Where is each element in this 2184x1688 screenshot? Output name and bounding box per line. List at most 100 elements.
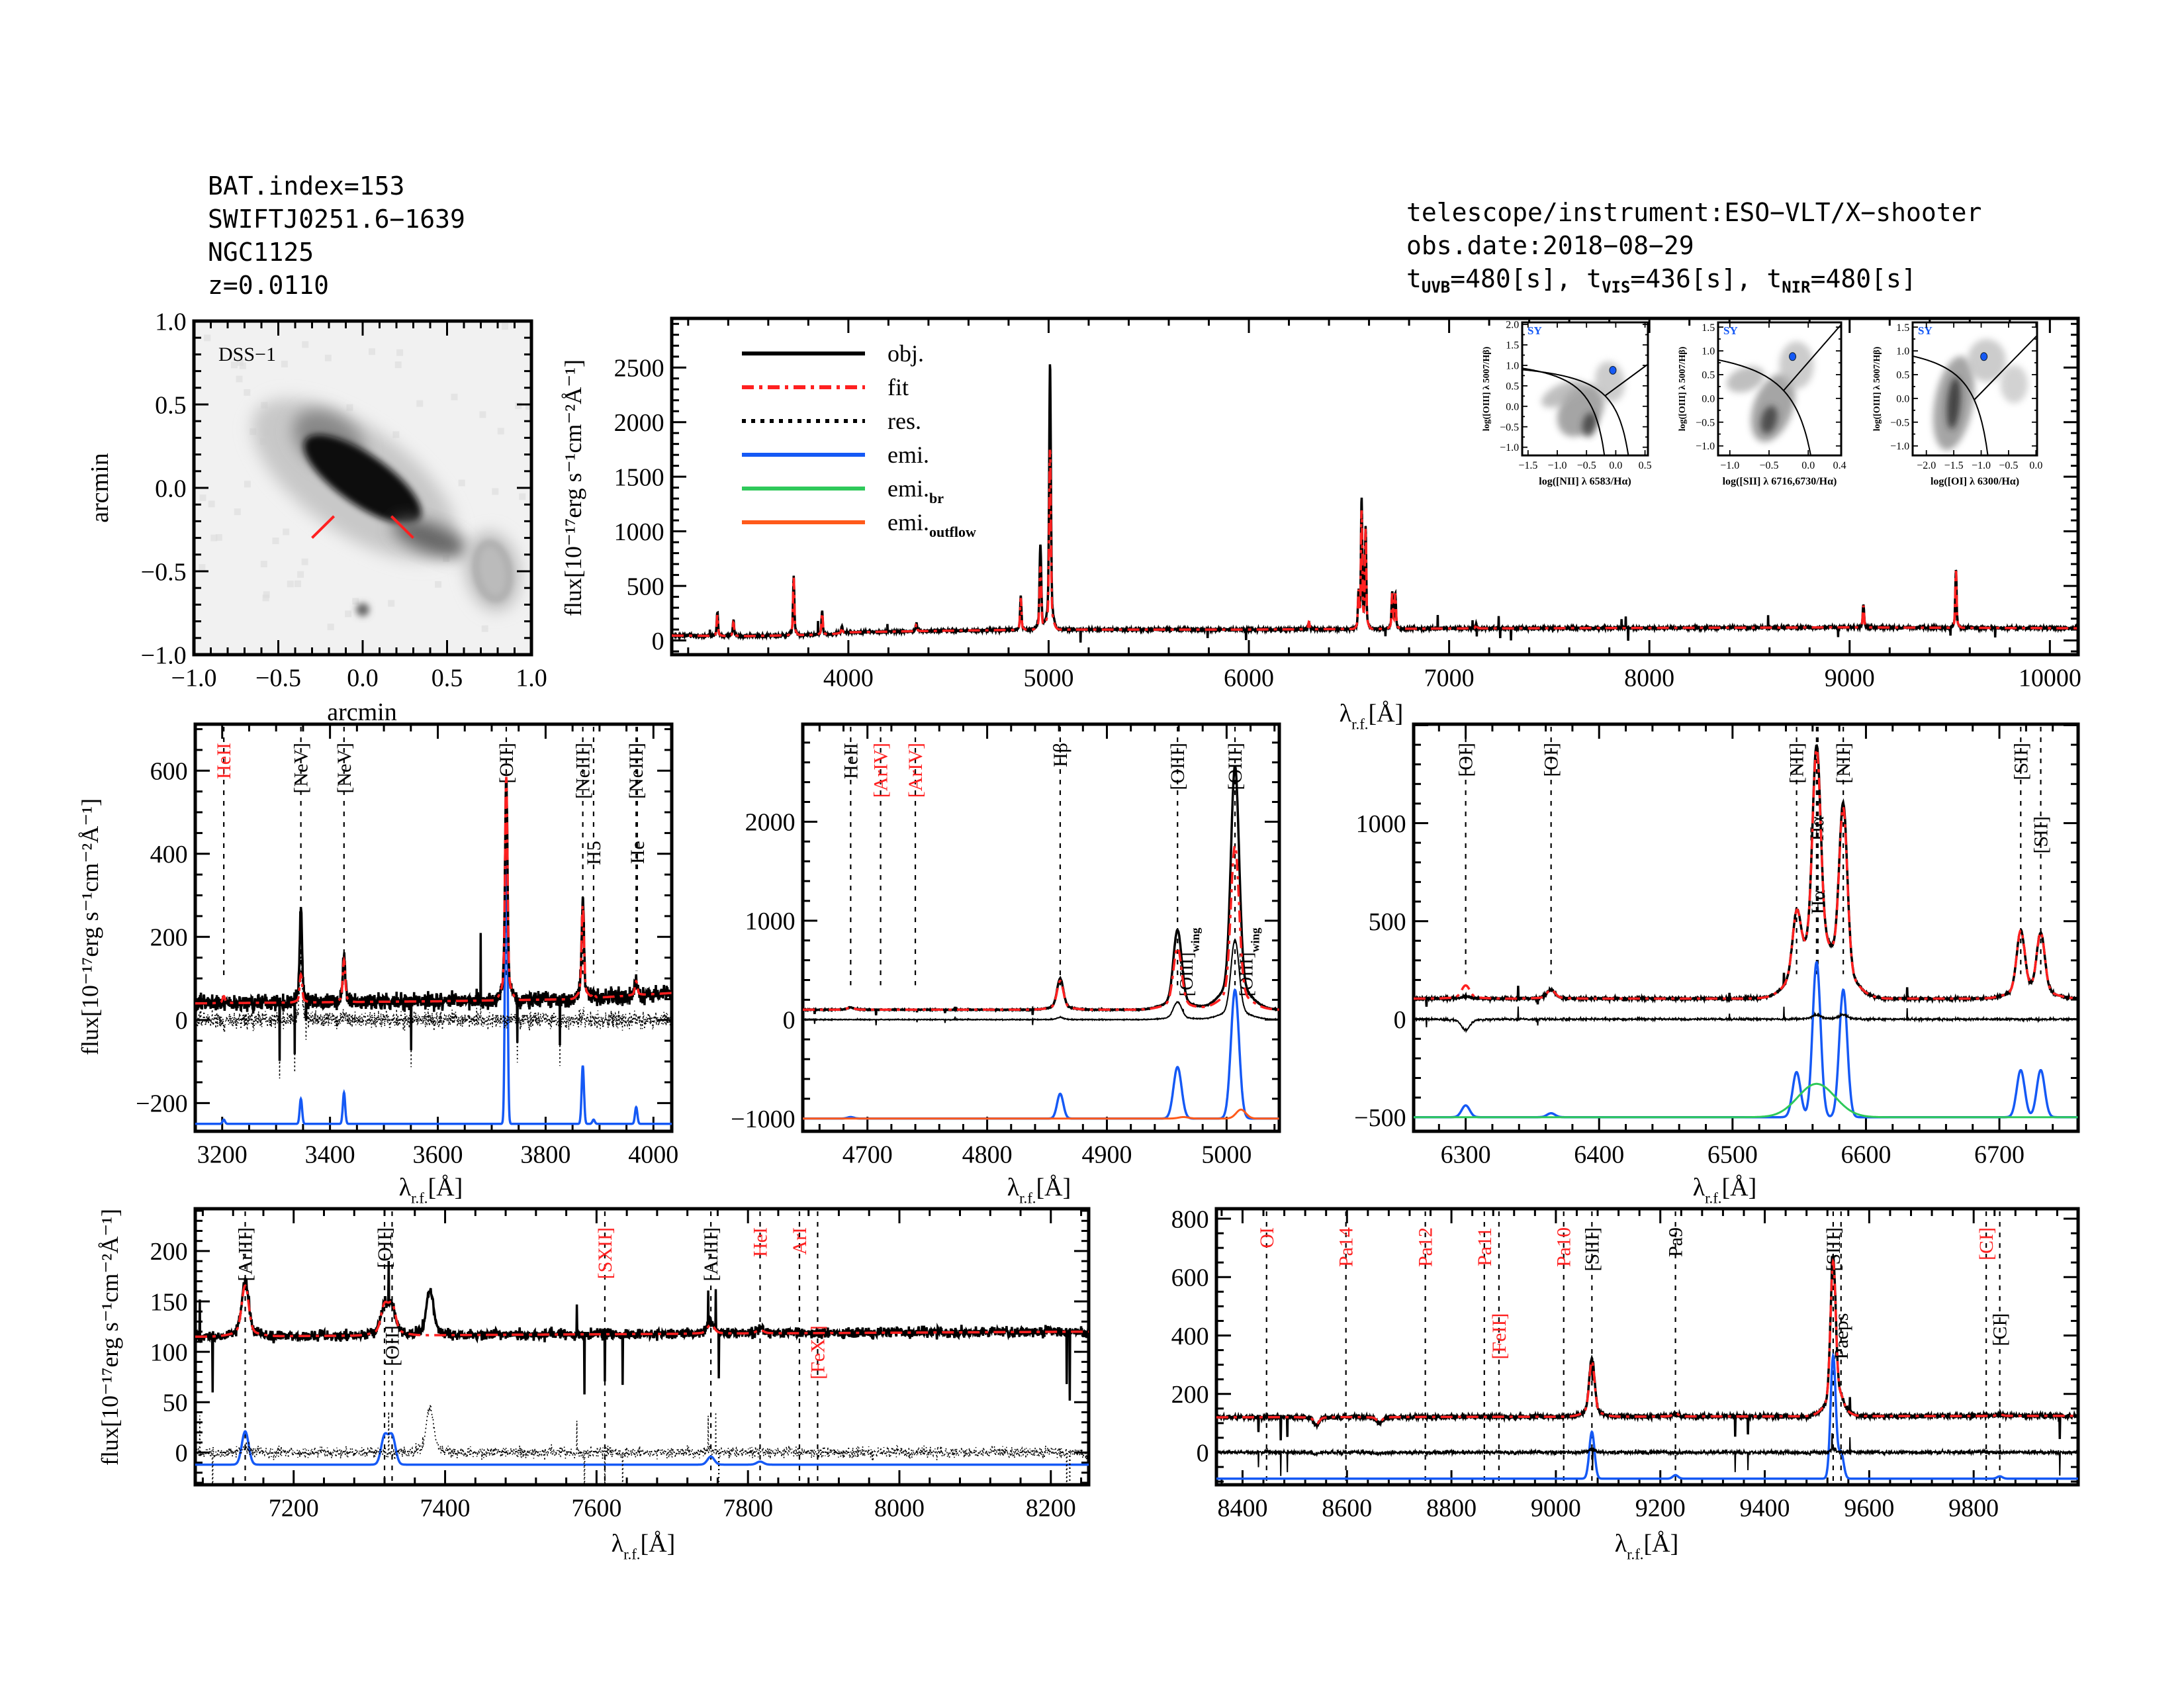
residual-line xyxy=(195,1404,1089,1485)
x-tick-label: 8400 xyxy=(1217,1495,1267,1523)
density-contour xyxy=(1582,412,1597,437)
line-label: [OIII] xyxy=(1167,743,1189,790)
legend-label-subscript: outflow xyxy=(929,524,976,540)
sky-noise-pixel xyxy=(479,411,486,418)
x-tick-label: 8800 xyxy=(1426,1495,1477,1523)
y-tick-label: 200 xyxy=(150,1238,188,1266)
y-tick-label: 1.5 xyxy=(1896,322,1909,334)
red-x-axis-label: λr.f.[Å] xyxy=(612,1530,676,1562)
bpt-y-label: log([OIII] λ 5007/Hβ) xyxy=(1678,346,1688,431)
angstrom-unit: [Å] xyxy=(641,1530,676,1558)
bpt-y-label: log([OIII] λ 5007/Hβ) xyxy=(1482,346,1492,431)
legend-entry-res: res. xyxy=(742,408,921,434)
line-label: [OII] xyxy=(496,743,518,784)
sky-noise-pixel xyxy=(208,500,215,508)
y-tick-label: 600 xyxy=(150,758,188,786)
x-tick-label: 0.0 xyxy=(347,665,379,692)
bpt-data xyxy=(1522,361,1648,455)
sky-noise-pixel xyxy=(210,534,218,541)
sky-noise-pixel xyxy=(236,359,244,366)
plot-frame xyxy=(1412,722,2080,1133)
y-tick-label: 400 xyxy=(1171,1323,1209,1350)
slit-marker xyxy=(390,515,414,539)
emission-model-line xyxy=(195,1430,1089,1466)
y-tick-label: 2500 xyxy=(614,355,664,383)
x-tick-label: 7800 xyxy=(723,1495,773,1523)
y-tick-label: 0.5 xyxy=(155,391,187,419)
line-label: Hα xyxy=(1806,816,1828,841)
nir-x-axis-label: λr.f.[Å] xyxy=(1615,1530,1679,1562)
x-tick-label: 6600 xyxy=(1841,1141,1891,1169)
plot-frame xyxy=(670,316,2080,657)
line-label: HeII xyxy=(213,743,235,779)
line-label: [CI] xyxy=(1976,1227,1997,1260)
fit-spectrum-line xyxy=(803,844,1279,1011)
line-marker: [ArIII] xyxy=(700,1211,722,1485)
uv-x-axis-label: λr.f.[Å] xyxy=(399,1174,463,1206)
legend-label-text: emi. xyxy=(887,509,929,536)
y-tick-label: −0.5 xyxy=(1500,422,1519,433)
x-tick-label: −1.0 xyxy=(171,665,217,692)
bpt-data xyxy=(1718,324,1841,455)
sky-noise-pixel xyxy=(451,393,458,400)
y-tick-label: −1000 xyxy=(731,1105,795,1133)
line-label: [SII] xyxy=(2010,743,2032,780)
source-point xyxy=(1980,352,1988,361)
x-tick-label: 9400 xyxy=(1740,1495,1790,1523)
dss-y-axis-label: arcmin xyxy=(86,453,114,523)
line-label: ArI xyxy=(789,1227,811,1255)
main-x-axis-label: λr.f.[Å] xyxy=(1340,700,1404,732)
sky-noise-pixel xyxy=(458,479,465,487)
spectrum-panel-hbeta: 4700 4800 4900 5000 −1000 0 1000 2000 HeII [ArIV]… xyxy=(731,722,1281,1169)
legend-entry-emi-br: emi.br xyxy=(742,475,944,506)
x-tick-label: 0.4 xyxy=(1833,460,1846,471)
emission-model-line xyxy=(195,800,672,1125)
x-tick-label: 3200 xyxy=(197,1141,248,1169)
x-tick-label: 4000 xyxy=(823,665,874,692)
x-tick-label: 8600 xyxy=(1322,1495,1372,1523)
y-tick-label: −1.0 xyxy=(1696,441,1715,452)
density-contour xyxy=(1946,377,1961,430)
line-label: Pa14 xyxy=(1336,1227,1357,1267)
x-tick-label: 3400 xyxy=(305,1141,355,1169)
x-tick-label: −0.5 xyxy=(1577,460,1596,471)
lambda-symbol: λ xyxy=(399,1174,412,1201)
plot-frame xyxy=(1911,321,2038,457)
tick-marks xyxy=(193,320,533,656)
angstrom-unit: [Å] xyxy=(1644,1530,1679,1558)
x-tick-label: 8200 xyxy=(1026,1495,1076,1523)
plot-frame xyxy=(801,722,1281,1133)
tick-marks xyxy=(195,1209,1089,1485)
classification-label: SY xyxy=(1723,324,1738,337)
spectrum-panel-uv: 3200 3400 3600 3800 4000 −200 0 200 400 600 HeII [N… xyxy=(136,722,678,1169)
line-label: [CI] xyxy=(1989,1313,2011,1346)
line-marker: HeI xyxy=(749,1211,771,1485)
line-marker: Pa12 xyxy=(1415,1211,1437,1485)
line-label: [NeV] xyxy=(334,743,355,794)
obs-date: obs.date:2018−08−29 xyxy=(1406,231,1694,260)
spectrum-data: OI Pa14 Pa12 Pa11[FeII]Pa10 [SIII] Pa9 [SIII]P… xyxy=(1216,1211,2078,1485)
line-label: HeII xyxy=(840,743,862,779)
line-marker: [ArIV] xyxy=(905,727,927,986)
y-tick-label: 0.5 xyxy=(1702,370,1715,381)
line-label: [ArIII] xyxy=(235,1227,257,1282)
line-marker: [NeV] xyxy=(291,727,312,978)
x-tick-label: 7600 xyxy=(571,1495,621,1523)
exposure-vis: tVIS=436[s], xyxy=(1586,264,1751,297)
seyfert-liner-line xyxy=(1974,335,2037,400)
emission-model-line xyxy=(1216,1352,2078,1480)
line-marker: Hβ xyxy=(1050,727,1071,986)
lambda-symbol: λ xyxy=(1693,1174,1706,1201)
lambda-symbol: λ xyxy=(1340,700,1352,727)
sky-noise-pixel xyxy=(204,334,211,342)
y-tick-label: 1500 xyxy=(614,463,664,491)
sky-noise-pixel xyxy=(260,561,267,568)
header-right: telescope/instrument:ESO−VLT/X−shooter o… xyxy=(1406,196,1981,304)
line-label: HeI xyxy=(749,1227,771,1257)
x-tick-label: 0.0 xyxy=(2029,460,2042,471)
line-marker: [OIII] xyxy=(1167,727,1189,986)
tick-marks xyxy=(1414,724,2078,1131)
x-tick-label: −2.0 xyxy=(1917,460,1936,471)
y-tick-label: 0 xyxy=(652,628,664,655)
